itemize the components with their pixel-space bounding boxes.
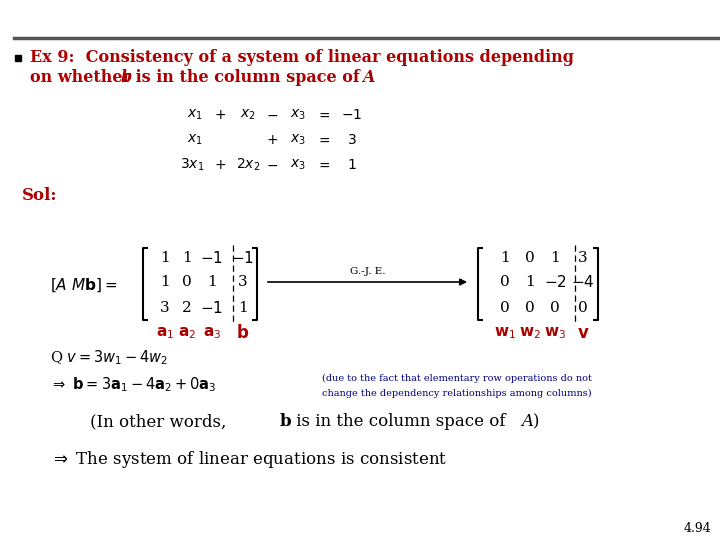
Text: $\mathbf{w}_1$: $\mathbf{w}_1$ [494, 325, 516, 341]
Text: $1$: $1$ [347, 158, 357, 172]
Text: $+$: $+$ [214, 108, 226, 122]
Text: (In other words,: (In other words, [90, 414, 232, 430]
Text: $3x_1$: $3x_1$ [180, 157, 204, 173]
Text: $-1$: $-1$ [341, 108, 363, 122]
Text: $x_1$: $x_1$ [187, 108, 203, 122]
Text: 1: 1 [160, 275, 170, 289]
Text: 0: 0 [525, 251, 535, 265]
Text: ): ) [533, 414, 539, 430]
Text: $\mathbf{a}_2$: $\mathbf{a}_2$ [178, 325, 196, 341]
Text: $\Rightarrow$ $\mathbf{b} = 3\mathbf{a}_1 - 4\mathbf{a}_2 + 0\mathbf{a}_3$: $\Rightarrow$ $\mathbf{b} = 3\mathbf{a}_… [50, 376, 217, 394]
Text: on whether: on whether [30, 70, 137, 86]
Text: $\mathbf{v}$: $\mathbf{v}$ [577, 325, 589, 341]
Text: $x_3$: $x_3$ [290, 133, 306, 147]
Text: A: A [362, 70, 374, 86]
Text: $2x_2$: $2x_2$ [236, 157, 260, 173]
Text: 0: 0 [525, 301, 535, 315]
Text: $\Rightarrow$ The system of linear equations is consistent: $\Rightarrow$ The system of linear equat… [50, 449, 447, 470]
Text: $\mathbf{w}_3$: $\mathbf{w}_3$ [544, 325, 566, 341]
Text: 1: 1 [182, 251, 192, 265]
Text: A: A [521, 414, 533, 430]
Text: 4.94: 4.94 [684, 522, 712, 535]
Text: $x_3$: $x_3$ [290, 158, 306, 172]
Text: is in the column space of: is in the column space of [291, 414, 510, 430]
Text: G.-J. E.: G.-J. E. [350, 267, 386, 275]
Text: $\mathbf{a}_3$: $\mathbf{a}_3$ [203, 325, 221, 341]
Text: $-2$: $-2$ [544, 274, 567, 290]
Text: 1: 1 [550, 251, 560, 265]
Text: $\mathbf{w}_2$: $\mathbf{w}_2$ [519, 325, 541, 341]
Text: b: b [280, 414, 292, 430]
Text: $=$: $=$ [315, 133, 330, 147]
Text: $[A\ M\mathbf{b}]=$: $[A\ M\mathbf{b}]=$ [50, 276, 117, 294]
Text: $x_3$: $x_3$ [290, 108, 306, 122]
Text: 1: 1 [500, 251, 510, 265]
Text: $-1$: $-1$ [200, 300, 223, 316]
Text: 1: 1 [160, 251, 170, 265]
Text: $x_2$: $x_2$ [240, 108, 256, 122]
Text: 2: 2 [182, 301, 192, 315]
Text: b: b [121, 70, 132, 86]
Text: 0: 0 [182, 275, 192, 289]
Text: $-1$: $-1$ [232, 250, 254, 266]
Text: 0: 0 [550, 301, 560, 315]
Text: 3: 3 [578, 251, 588, 265]
Text: $\mathbf{a}_1$: $\mathbf{a}_1$ [156, 325, 174, 341]
Text: $=$: $=$ [315, 108, 330, 122]
Text: $3$: $3$ [347, 133, 357, 147]
Text: Sol:: Sol: [22, 187, 58, 205]
Text: $-1$: $-1$ [200, 250, 223, 266]
Text: Q $v = 3w_1 - 4w_2$: Q $v = 3w_1 - 4w_2$ [50, 349, 168, 367]
Text: $+$: $+$ [266, 133, 278, 147]
Text: 1: 1 [207, 275, 217, 289]
Text: 1: 1 [525, 275, 535, 289]
Text: 3: 3 [160, 301, 170, 315]
Text: 0: 0 [500, 301, 510, 315]
Text: 0: 0 [500, 275, 510, 289]
Text: $x_1$: $x_1$ [187, 133, 203, 147]
Text: 1: 1 [238, 301, 248, 315]
Text: 0: 0 [578, 301, 588, 315]
Text: $+$: $+$ [214, 158, 226, 172]
Text: 3: 3 [238, 275, 248, 289]
Text: $\mathbf{b}$: $\mathbf{b}$ [236, 324, 250, 342]
Text: $-$: $-$ [266, 158, 278, 172]
Text: $-$: $-$ [266, 108, 278, 122]
Text: is in the column space of: is in the column space of [130, 70, 365, 86]
Text: $=$: $=$ [315, 158, 330, 172]
Text: change the dependency relationships among columns): change the dependency relationships amon… [322, 388, 592, 397]
Text: Ex 9:  Consistency of a system of linear equations depending: Ex 9: Consistency of a system of linear … [30, 50, 574, 66]
Text: $-4$: $-4$ [571, 274, 595, 290]
Text: (due to the fact that elementary row operations do not: (due to the fact that elementary row ope… [322, 374, 592, 382]
